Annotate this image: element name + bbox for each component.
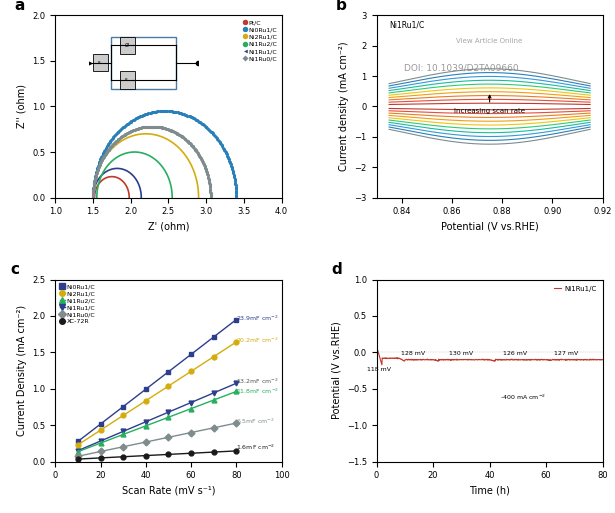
Text: 126 mV: 126 mV xyxy=(503,350,527,356)
Text: a: a xyxy=(15,0,25,13)
Legend: Ni1Ru1/C: Ni1Ru1/C xyxy=(552,283,599,294)
Text: 118 mV: 118 mV xyxy=(367,367,391,371)
Text: View Article Online: View Article Online xyxy=(456,38,522,44)
Text: 23.9mF cm$^{-2}$: 23.9mF cm$^{-2}$ xyxy=(236,313,279,323)
Text: d: d xyxy=(331,262,342,277)
Text: 20.2mF cm$^{-2}$: 20.2mF cm$^{-2}$ xyxy=(236,336,279,345)
Y-axis label: Potential (V vs.RHE): Potential (V vs.RHE) xyxy=(331,322,341,420)
Text: DOI: 10.1039/D2TA09660: DOI: 10.1039/D2TA09660 xyxy=(403,63,518,72)
Text: 130 mV: 130 mV xyxy=(450,350,474,356)
Legend: Pt/C, Ni0Ru1/C, Ni2Ru1/C, Ni1Ru2/C, Ni1Ru1/C, Ni1Ru0/C: Pt/C, Ni0Ru1/C, Ni2Ru1/C, Ni1Ru2/C, Ni1R… xyxy=(242,18,279,63)
Text: 6.5mF cm$^{-2}$: 6.5mF cm$^{-2}$ xyxy=(236,417,275,426)
Legend: Ni0Ru1/C, Ni2Ru1/C, Ni1Ru2/C, Ni1Ru1/C, Ni1Ru0/C, XC-72R: Ni0Ru1/C, Ni2Ru1/C, Ni1Ru2/C, Ni1Ru1/C, … xyxy=(58,283,97,325)
Text: 13.2mF cm$^{-2}$: 13.2mF cm$^{-2}$ xyxy=(236,377,279,386)
Text: Increasing scan rate: Increasing scan rate xyxy=(454,95,525,113)
X-axis label: Z' (ohm): Z' (ohm) xyxy=(148,222,189,232)
Y-axis label: Current Density (mA cm⁻²): Current Density (mA cm⁻²) xyxy=(17,305,27,436)
Text: Ni1Ru1/C: Ni1Ru1/C xyxy=(389,21,424,30)
Text: 11.8mF cm$^{-2}$: 11.8mF cm$^{-2}$ xyxy=(236,386,279,396)
Text: 127 mV: 127 mV xyxy=(554,350,578,356)
Text: 128 mV: 128 mV xyxy=(401,350,426,356)
Text: c: c xyxy=(10,262,19,277)
Y-axis label: Current density (mA cm⁻²): Current density (mA cm⁻²) xyxy=(339,42,349,171)
Text: -400 mA cm$^{-2}$: -400 mA cm$^{-2}$ xyxy=(501,392,547,402)
X-axis label: Scan Rate (mV s⁻¹): Scan Rate (mV s⁻¹) xyxy=(122,486,215,496)
Y-axis label: Z'' (ohm): Z'' (ohm) xyxy=(17,85,27,128)
Text: 1.6mF cm$^{-2}$: 1.6mF cm$^{-2}$ xyxy=(236,443,276,452)
X-axis label: Time (h): Time (h) xyxy=(469,486,510,496)
X-axis label: Potential (V vs.RHE): Potential (V vs.RHE) xyxy=(441,222,539,232)
Text: b: b xyxy=(336,0,347,13)
